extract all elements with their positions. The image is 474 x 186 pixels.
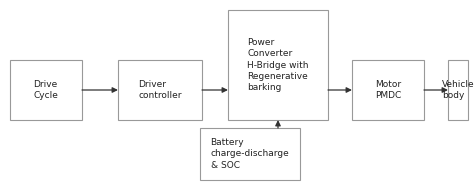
- Text: Vehicle
body: Vehicle body: [442, 80, 474, 100]
- Text: Driver
controller: Driver controller: [138, 80, 182, 100]
- Bar: [228, 10, 328, 120]
- Bar: [352, 60, 424, 120]
- Text: Power
Converter
H-Bridge with
Regenerative
barking: Power Converter H-Bridge with Regenerati…: [247, 38, 309, 92]
- Text: Motor
PMDC: Motor PMDC: [375, 80, 401, 100]
- Text: Drive
Cycle: Drive Cycle: [34, 80, 58, 100]
- Bar: [118, 60, 202, 120]
- Bar: [200, 128, 300, 180]
- Text: Battery
charge-discharge
& SOC: Battery charge-discharge & SOC: [210, 138, 289, 170]
- Bar: [10, 60, 82, 120]
- Bar: [448, 60, 468, 120]
